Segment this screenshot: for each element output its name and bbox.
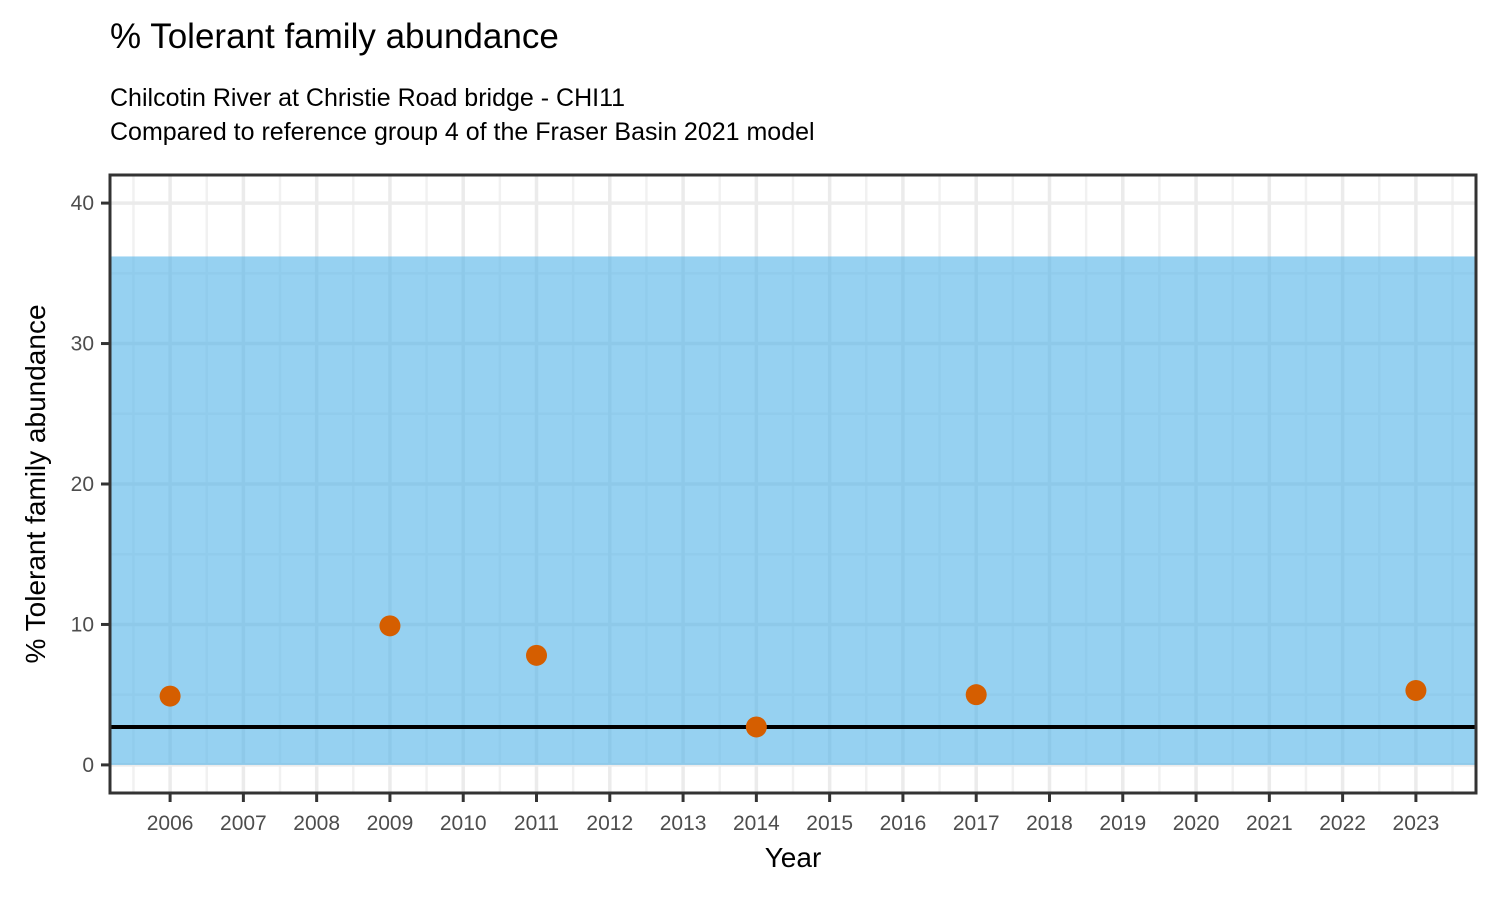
x-tick-label: 2010 bbox=[440, 812, 487, 835]
data-point bbox=[965, 684, 987, 706]
x-tick-label: 2011 bbox=[514, 812, 559, 835]
data-point bbox=[379, 615, 401, 637]
x-tick-label: 2016 bbox=[880, 812, 927, 835]
chart-subtitle: Chilcotin River at Christie Road bridge … bbox=[110, 81, 815, 149]
x-tick-label: 2019 bbox=[1099, 812, 1146, 835]
x-tick-label: 2015 bbox=[806, 812, 853, 835]
y-tick-label: 0 bbox=[82, 754, 94, 777]
chart-subtitle-line-2: Compared to reference group 4 of the Fra… bbox=[110, 118, 815, 146]
reference-band bbox=[110, 256, 1476, 765]
chart-subtitle-line-1: Chilcotin River at Christie Road bridge … bbox=[110, 84, 626, 112]
x-tick-label: 2017 bbox=[953, 812, 1000, 835]
x-tick-label: 2020 bbox=[1173, 812, 1220, 835]
y-tick-label: 30 bbox=[71, 333, 94, 356]
x-tick-label: 2012 bbox=[586, 812, 633, 835]
x-tick-label: 2023 bbox=[1393, 812, 1440, 835]
x-tick-label: 2018 bbox=[1026, 812, 1073, 835]
y-tick-label: 40 bbox=[71, 192, 94, 215]
chart-title: % Tolerant family abundance bbox=[110, 17, 559, 56]
x-tick-label: 2009 bbox=[367, 812, 414, 835]
x-tick-label: 2014 bbox=[733, 812, 780, 835]
data-point bbox=[526, 644, 548, 666]
x-tick-label: 2022 bbox=[1319, 812, 1366, 835]
x-tick-label: 2013 bbox=[660, 812, 707, 835]
x-tick-label: 2006 bbox=[147, 812, 194, 835]
y-tick-label: 20 bbox=[71, 473, 94, 496]
data-point bbox=[159, 685, 181, 707]
x-tick-label: 2007 bbox=[220, 812, 267, 835]
y-tick-label: 10 bbox=[71, 613, 94, 636]
data-point bbox=[745, 716, 767, 738]
x-axis-title: Year bbox=[764, 842, 822, 873]
y-axis-title: % Tolerant family abundance bbox=[20, 304, 51, 664]
x-tick-label: 2021 bbox=[1246, 812, 1293, 835]
data-point bbox=[1405, 679, 1427, 701]
x-tick-label: 2008 bbox=[293, 812, 340, 835]
